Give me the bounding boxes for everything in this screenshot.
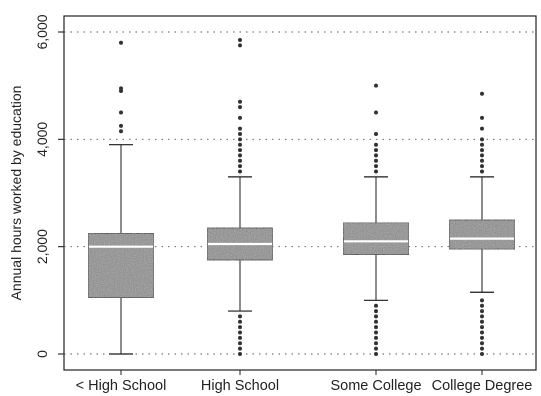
- outlier-point: [238, 325, 242, 330]
- outlier-point: [374, 346, 378, 351]
- outlier-point: [238, 137, 242, 142]
- outlier-point: [238, 158, 242, 163]
- outlier-point: [480, 335, 484, 340]
- outlier-point: [374, 158, 378, 163]
- outlier-point: [480, 142, 484, 147]
- outlier-point: [480, 341, 484, 346]
- outlier-point: [238, 314, 242, 319]
- outlier-point: [374, 142, 378, 147]
- box-iqr: [87, 232, 155, 299]
- box-group: [87, 40, 155, 355]
- x-category-label: Some College: [330, 378, 421, 394]
- outlier-point: [374, 330, 378, 335]
- outlier-point: [238, 153, 242, 158]
- outlier-point: [480, 137, 484, 142]
- outlier-point: [480, 153, 484, 158]
- outlier-point: [238, 352, 242, 356]
- y-tick-label: 6,000: [34, 14, 50, 49]
- outlier-point: [374, 169, 378, 174]
- outlier-point: [238, 131, 242, 136]
- outlier-point: [480, 330, 484, 335]
- y-tick-label: 4,000: [34, 122, 50, 157]
- outlier-point: [119, 40, 123, 45]
- outlier-point: [238, 319, 242, 324]
- outlier-point: [480, 325, 484, 330]
- y-tick-label: 0: [34, 350, 50, 358]
- x-axis: < High School High School Some College Coll…: [76, 370, 533, 394]
- box-iqr: [448, 219, 516, 250]
- outlier-point: [480, 309, 484, 314]
- grid-lines: [64, 31, 536, 355]
- outlier-point: [374, 309, 378, 314]
- outlier-point: [238, 105, 242, 110]
- outlier-point: [119, 86, 123, 91]
- outlier-point: [374, 314, 378, 319]
- outlier-point: [238, 341, 242, 346]
- box-group: [448, 91, 516, 356]
- plot-frame: [63, 15, 537, 371]
- box-iqr: [342, 221, 410, 256]
- outlier-point: [238, 99, 242, 104]
- outlier-point: [238, 335, 242, 340]
- outlier-point: [480, 126, 484, 131]
- outlier-point: [238, 164, 242, 169]
- y-axis-title: Annual hours worked by education: [8, 86, 24, 301]
- outlier-point: [480, 319, 484, 324]
- outlier-point: [238, 346, 242, 351]
- outlier-point: [374, 352, 378, 356]
- outlier-point: [374, 335, 378, 340]
- outlier-point: [480, 303, 484, 308]
- outlier-point: [119, 129, 123, 134]
- x-category-label: College Degree: [432, 378, 533, 394]
- y-tick-label: 2,000: [34, 229, 50, 264]
- outlier-point: [374, 83, 378, 88]
- outlier-point: [374, 341, 378, 346]
- outlier-point: [480, 169, 484, 174]
- outlier-point: [238, 330, 242, 335]
- outlier-point: [238, 126, 242, 131]
- box-group: [206, 38, 274, 356]
- outlier-point: [480, 346, 484, 351]
- outlier-point: [238, 38, 242, 43]
- outlier-point: [480, 148, 484, 153]
- outlier-point: [119, 123, 123, 128]
- outlier-point: [374, 148, 378, 153]
- outlier-point: [480, 115, 484, 120]
- outlier-point: [374, 164, 378, 169]
- y-axis: 0 2,000 4,000 6,000: [34, 14, 64, 358]
- outlier-point: [119, 110, 123, 115]
- box-group: [342, 83, 410, 356]
- outlier-point: [374, 303, 378, 308]
- outlier-point: [480, 91, 484, 96]
- outlier-point: [480, 158, 484, 163]
- outlier-point: [238, 142, 242, 147]
- outlier-point: [374, 319, 378, 324]
- outlier-point: [480, 314, 484, 319]
- outlier-point: [374, 153, 378, 158]
- outlier-point: [238, 148, 242, 153]
- outlier-point: [374, 325, 378, 330]
- x-category-label: High School: [201, 378, 279, 394]
- outlier-point: [374, 110, 378, 115]
- outlier-point: [480, 352, 484, 356]
- outlier-point: [238, 169, 242, 174]
- outlier-point: [238, 43, 242, 48]
- box-marks: [87, 38, 516, 356]
- outlier-point: [480, 164, 484, 169]
- x-category-label: < High School: [76, 378, 167, 394]
- outlier-point: [480, 298, 484, 303]
- outlier-point: [374, 131, 378, 136]
- outlier-point: [238, 115, 242, 120]
